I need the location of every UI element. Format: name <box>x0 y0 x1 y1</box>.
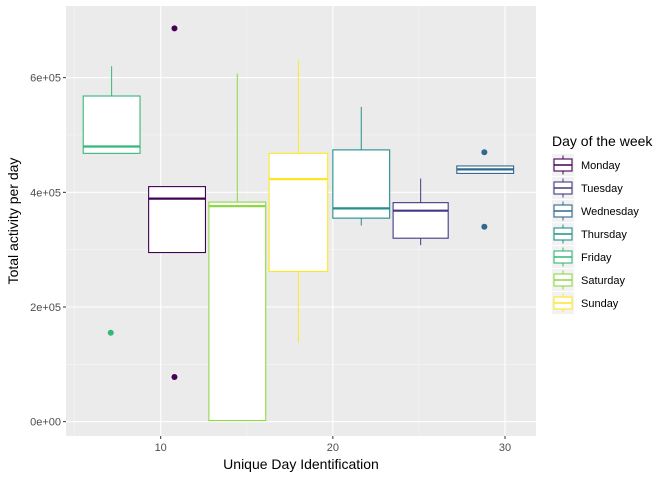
outlier-monday <box>171 373 178 380</box>
legend-label-monday: Monday <box>581 160 621 172</box>
box-body-thursday <box>332 149 391 219</box>
legend-item-tuesday: Tuesday <box>552 177 623 199</box>
y-tick-label: 2e+05 <box>30 302 61 314</box>
outlier-wednesday <box>481 223 488 230</box>
y-tick-label: 6e+05 <box>30 73 61 85</box>
y-tick-label: 0e+00 <box>30 417 61 429</box>
box-body-monday <box>148 186 207 254</box>
legend: Day of the week Monday Tuesday Wednesday Th… <box>552 133 653 314</box>
boxes <box>82 25 515 422</box>
outlier-wednesday <box>481 149 488 156</box>
box-body-saturday <box>208 201 267 422</box>
legend-label-tuesday: Tuesday <box>581 183 623 195</box>
x-axis: 10 20 30 <box>155 436 511 454</box>
legend-item-saturday: Saturday <box>552 269 626 291</box>
box-body-sunday <box>268 152 329 273</box>
box-thursday <box>332 106 391 226</box>
y-axis-title: Total activity per day <box>5 158 21 285</box>
outlier-monday <box>171 25 178 32</box>
box-saturday <box>208 73 267 422</box>
legend-item-sunday: Sunday <box>552 292 619 314</box>
box-tuesday <box>392 178 449 246</box>
box-friday <box>82 66 141 336</box>
legend-label-wednesday: Wednesday <box>581 206 639 218</box>
legend-label-saturday: Saturday <box>581 275 626 287</box>
legend-title: Day of the week <box>552 133 653 149</box>
x-axis-title: Unique Day Identification <box>223 456 379 472</box>
legend-label-friday: Friday <box>581 252 612 264</box>
x-tick-label: 30 <box>499 442 511 454</box>
legend-label-thursday: Thursday <box>581 229 627 241</box>
box-sunday <box>268 60 329 343</box>
y-tick-label: 4e+05 <box>30 187 61 199</box>
box-body-friday <box>82 95 141 154</box>
legend-item-monday: Monday <box>552 154 621 176</box>
box-wednesday <box>456 149 515 230</box>
x-tick-label: 10 <box>155 442 167 454</box>
legend-items: Monday Tuesday Wednesday Thursday Friday Satu… <box>552 154 639 314</box>
legend-item-wednesday: Wednesday <box>552 200 639 222</box>
box-body-tuesday <box>392 202 449 239</box>
legend-label-sunday: Sunday <box>581 298 619 310</box>
box-monday <box>148 25 207 380</box>
legend-item-friday: Friday <box>552 246 612 268</box>
y-axis: 0e+00 2e+05 4e+05 6e+05 <box>30 73 66 429</box>
legend-item-thursday: Thursday <box>552 223 627 245</box>
x-tick-label: 20 <box>327 442 339 454</box>
outlier-friday <box>107 329 114 336</box>
